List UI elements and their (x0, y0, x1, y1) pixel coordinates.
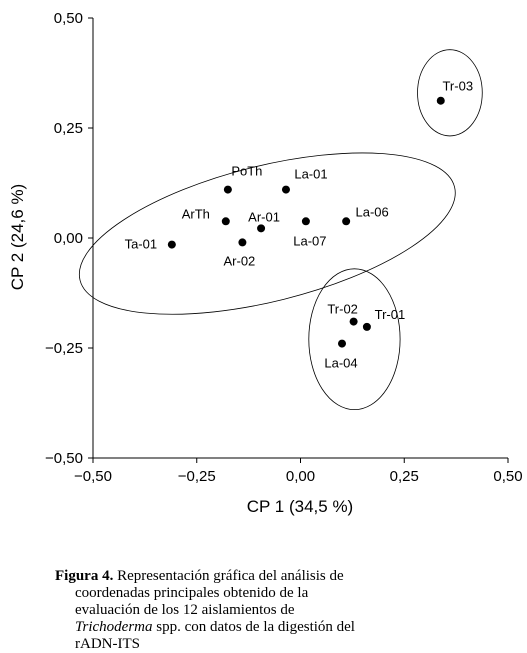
caption-line-5: rADN-ITS (75, 636, 140, 652)
data-point-label: Tr-01 (375, 307, 406, 322)
data-point-label: La-01 (294, 167, 327, 182)
data-point-label: PoTh (231, 164, 262, 179)
data-point-label: Tr-02 (327, 302, 358, 317)
caption-label: Figura 4. (55, 568, 114, 584)
y-tick-label: −0,25 (45, 340, 83, 357)
group-ellipse (308, 268, 401, 411)
data-point-label: La-07 (293, 233, 326, 248)
data-point-label: Ar-01 (248, 209, 280, 224)
data-point-label: La-06 (356, 204, 389, 219)
x-tick-label: −0,50 (74, 468, 112, 485)
caption-line-4: Trichoderma spp. con datos de la digesti… (55, 619, 397, 636)
x-tick-label: −0,25 (178, 468, 216, 485)
scatter-chart: −0,50−0,50 −0,25 −0,25 0,00 0,00 0,25 0,25 0,50… (8, 10, 523, 516)
y-tick-label: 0,50 (54, 10, 83, 27)
x-tick-label: 0,00 (286, 468, 315, 485)
figure-caption: Figura 4. Representación gráfica del aná… (55, 568, 397, 653)
plot-axes: −0,50−0,50 −0,25 −0,25 0,00 0,00 0,25 0,25 0,50… (45, 10, 523, 485)
data-points: Tr-03 PoTh La-01 ArTh Ar-01 La-07 La-06 Ta-01 Ar… (125, 79, 473, 371)
caption-line-1: Figura 4. Representación gráfica del aná… (55, 568, 397, 585)
y-tick-label: −0,50 (45, 450, 83, 467)
x-axis-title: CP 1 (34,5 %) (247, 497, 353, 516)
caption-line-2: coordenadas principales obtenido de la (75, 585, 309, 601)
caption-line-3: evaluación de los 12 aislamientos de (75, 602, 295, 618)
group-ellipse (417, 49, 483, 137)
data-point (362, 322, 371, 331)
y-tick-label: 0,00 (54, 230, 83, 247)
data-point-label: Tr-03 (442, 79, 473, 94)
data-point (342, 217, 351, 226)
y-axis-title: CP 2 (24,6 %) (8, 184, 27, 290)
data-point (281, 185, 290, 194)
data-point (167, 240, 176, 249)
data-point-label: Ta-01 (125, 237, 158, 252)
data-point-label: Ar-02 (224, 253, 256, 268)
data-point-label: ArTh (182, 206, 210, 221)
data-point (349, 317, 358, 326)
x-tick-label: 0,25 (390, 468, 419, 485)
caption-text-4: spp. con datos de la digestión del (152, 619, 355, 635)
group-ellipse (78, 152, 456, 315)
data-point (221, 217, 230, 226)
caption-italic-term: Trichoderma (75, 619, 153, 635)
data-point (338, 339, 346, 348)
group-ellipses (78, 49, 483, 411)
data-point (257, 224, 266, 233)
y-tick-label: 0,25 (54, 120, 83, 137)
data-point (223, 185, 232, 194)
caption-text-1: Representación gráfica del análisis de (113, 568, 344, 584)
x-tick-label: 0,50 (493, 468, 522, 485)
data-point (238, 238, 247, 247)
data-point (301, 217, 310, 226)
data-point-label: La-04 (324, 356, 357, 371)
data-point (436, 96, 445, 105)
